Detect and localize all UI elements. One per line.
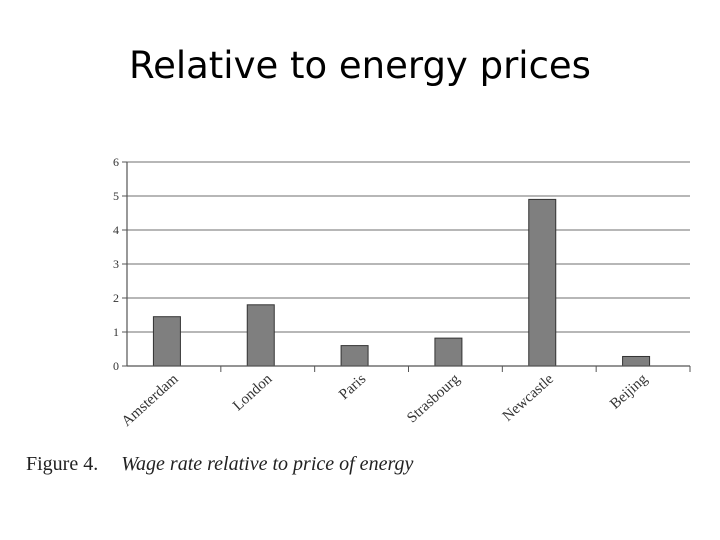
x-tick-label: Paris [336, 371, 369, 403]
x-tick-label: Amsterdam [119, 371, 182, 430]
bar-amsterdam [152, 316, 181, 367]
slide-title: Relative to energy prices [129, 44, 591, 87]
y-tick-label: 4 [113, 223, 119, 237]
figure-description: Wage rate relative to price of energy [121, 453, 414, 475]
axes [122, 161, 691, 372]
bar-beijing [622, 355, 651, 367]
y-tick-label: 6 [113, 155, 119, 169]
bars [152, 198, 651, 367]
x-tick-label: Beijing [607, 371, 651, 413]
x-tick-label: Strasbourg [404, 371, 463, 427]
x-tick-label: London [230, 371, 276, 414]
y-tick-labels: 0 1 2 3 4 5 6 [113, 155, 119, 373]
x-tick-label: Newcastle [500, 371, 557, 425]
x-tick-labels: Amsterdam London Paris Strasbourg Newcastle B… [119, 371, 651, 430]
y-tick-label: 3 [113, 257, 119, 271]
figure-label: Figure 4. [26, 453, 99, 475]
y-tick-label: 2 [113, 291, 119, 305]
y-tick-label: 0 [113, 359, 119, 373]
bar-paris [340, 345, 369, 367]
bar-newcastle [528, 198, 557, 367]
figure-caption: Figure 4. Wage rate relative to price of… [26, 453, 413, 476]
y-tick-label: 1 [113, 325, 119, 339]
y-tick-label: 5 [113, 189, 119, 203]
bar-london [246, 304, 275, 367]
bar-strasbourg [434, 337, 463, 367]
grid-lines [127, 161, 690, 333]
